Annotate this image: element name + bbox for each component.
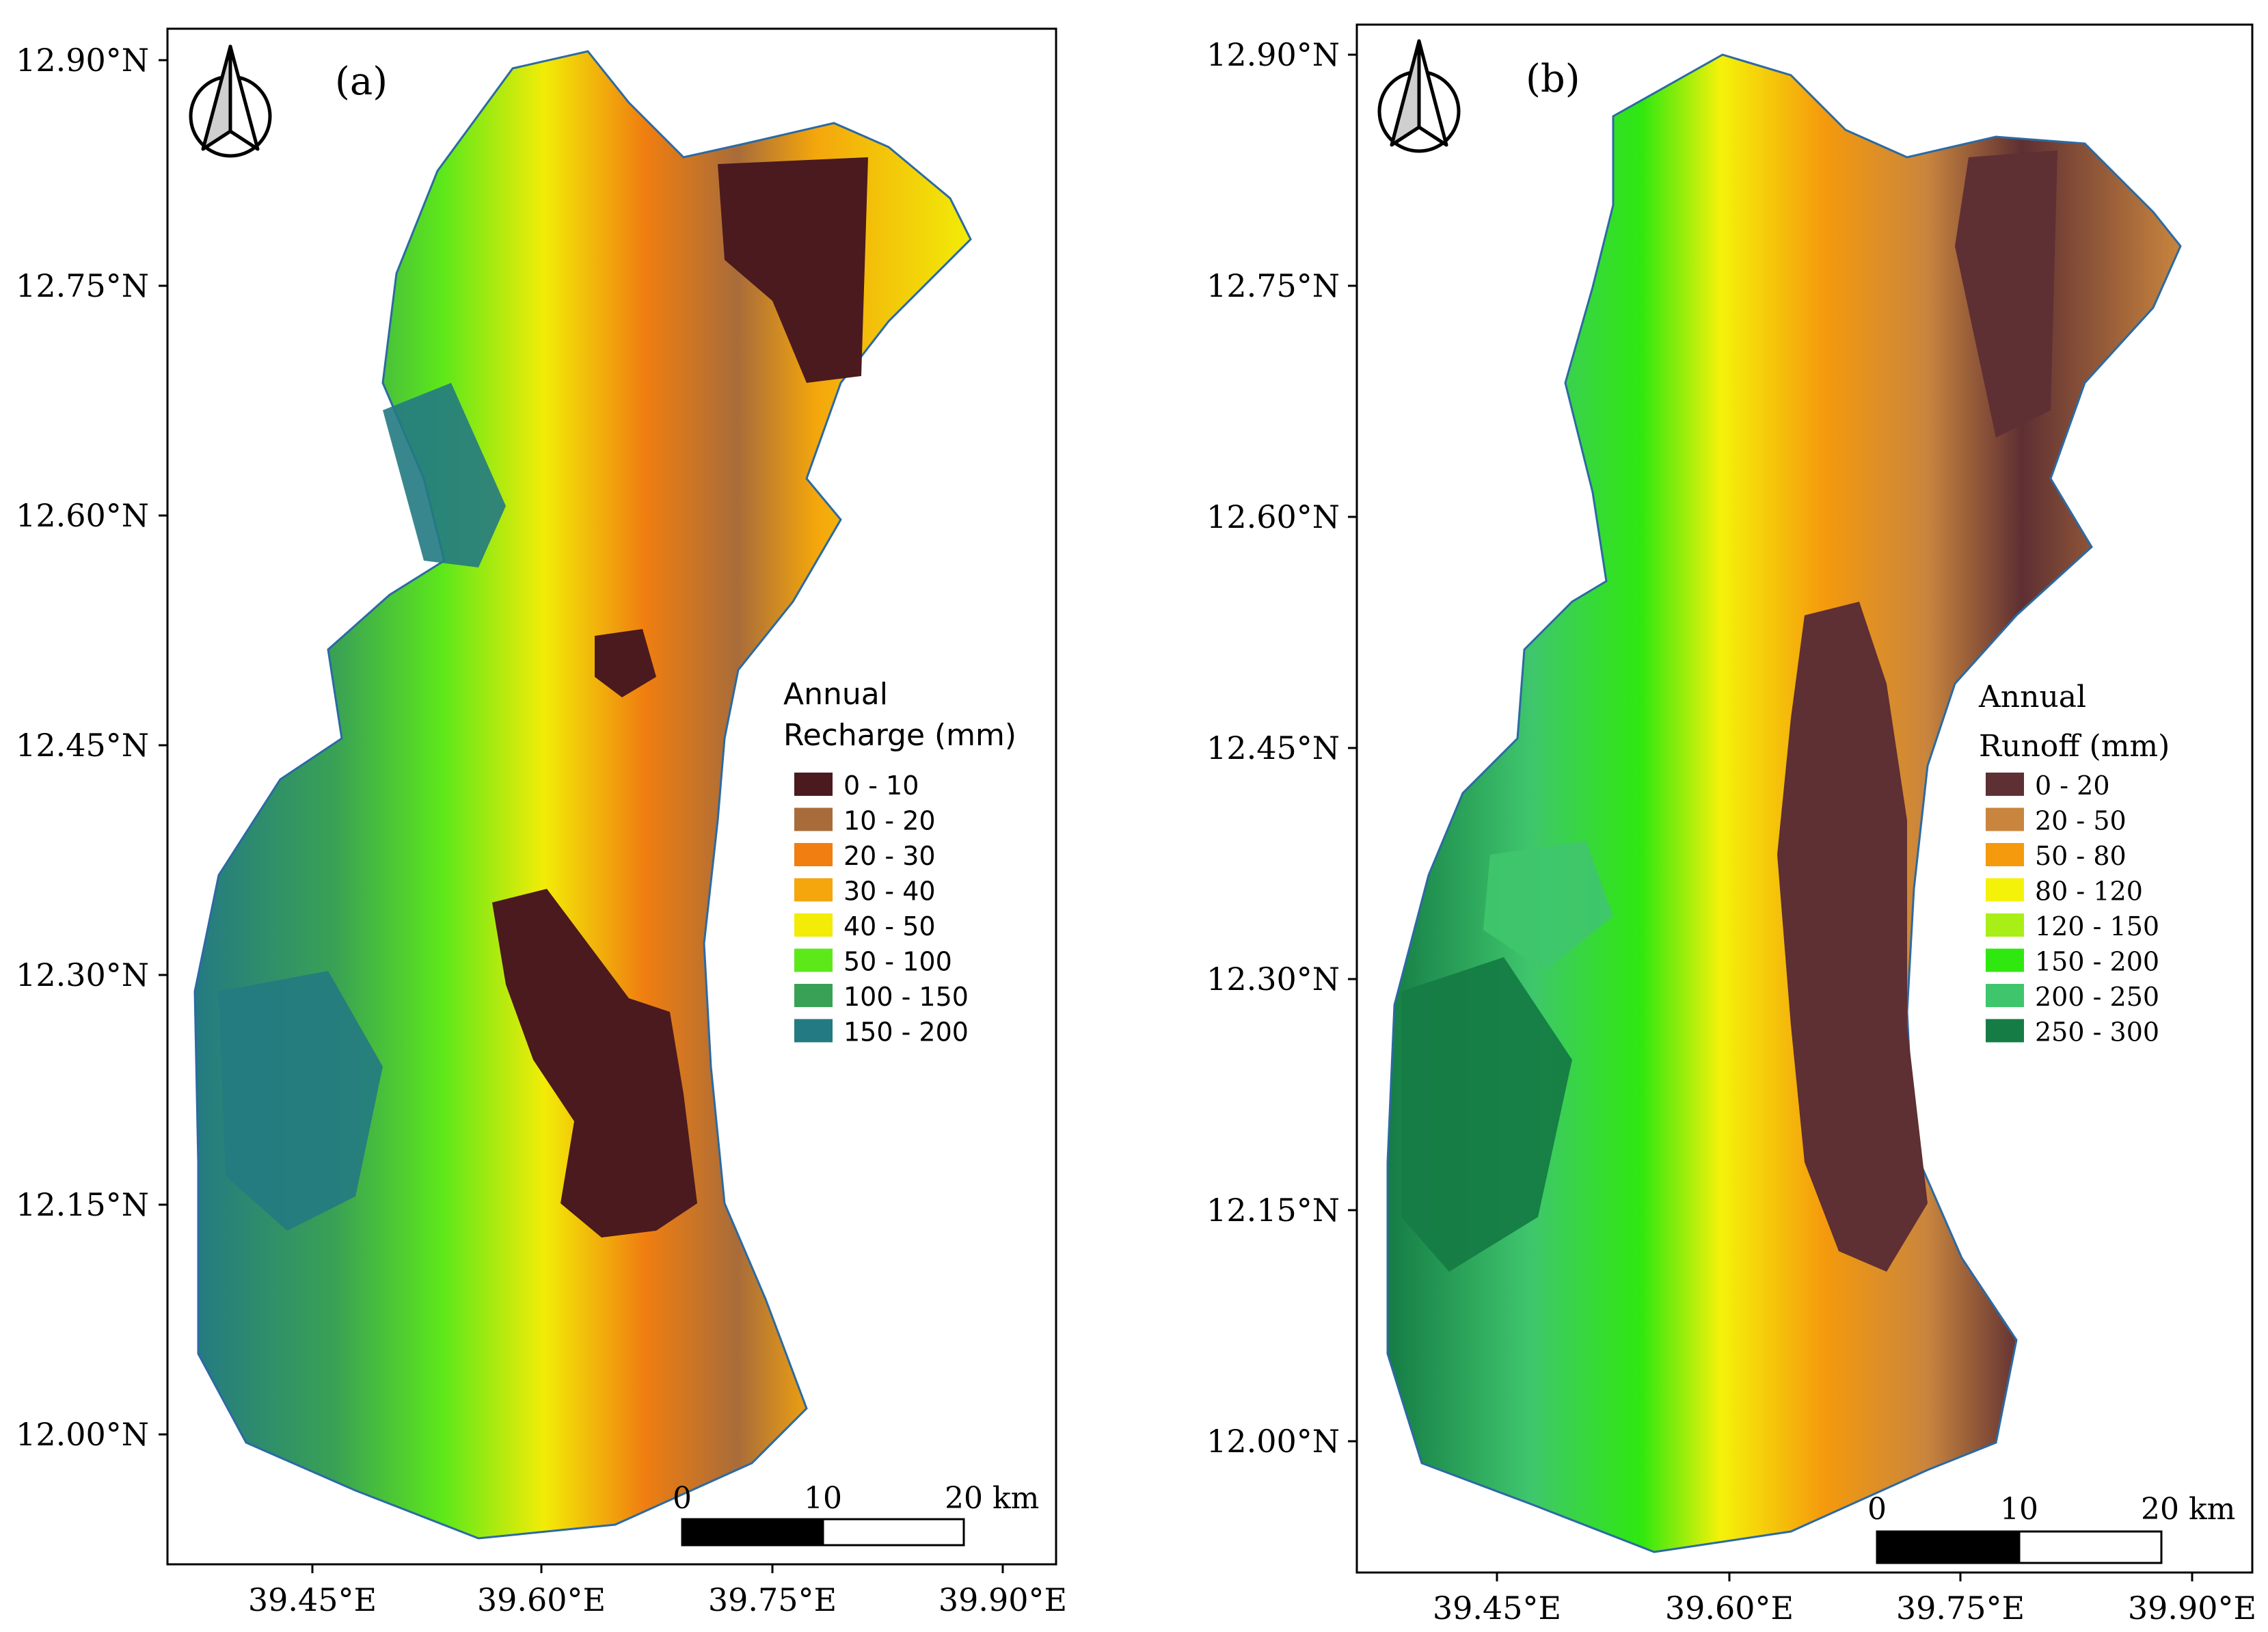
legend-label: 150 - 200: [2035, 947, 2159, 977]
latitude-axis: 12.90°N 12.75°N 12.60°N 12.45°N 12.30°N …: [16, 42, 167, 1453]
high-runoff-zone: [1401, 957, 1572, 1272]
lat-tick-label: 12.75°N: [16, 267, 149, 304]
legend-swatch: [1986, 878, 2024, 902]
lat-tick-label: 12.60°N: [1206, 498, 1340, 535]
legend-swatch: [1986, 807, 2024, 831]
legend-title: Annual: [783, 677, 888, 712]
lat-tick-label: 12.75°N: [1206, 267, 1340, 304]
runoff-map: [1386, 53, 2182, 1553]
legend-items: 0 - 20 20 - 50 50 - 80 80 - 120 120 - 150 150…: [1986, 771, 2159, 1047]
lat-tick-label: 12.60°N: [16, 497, 149, 534]
scale-bar: 0 10 20 km: [673, 1481, 1039, 1547]
low-runoff-zone: [1777, 602, 1928, 1272]
scale-tick-label: 20 km: [945, 1481, 1039, 1516]
low-recharge-zone: [718, 157, 868, 383]
legend: Annual Recharge (mm) 0 - 10 10 - 20 20 - 3…: [783, 677, 1016, 1047]
legend-label: 10 - 20: [843, 806, 936, 836]
lon-tick-label: 39.60°E: [1665, 1590, 1794, 1627]
legend-swatch: [794, 1019, 833, 1043]
scale-tick-label: 10: [2000, 1492, 2038, 1527]
high-recharge-zone: [383, 383, 506, 567]
lat-tick-label: 12.90°N: [1206, 36, 1340, 73]
legend-title: Annual: [1978, 680, 2086, 714]
low-runoff-zone: [1955, 150, 2057, 438]
legend-label: 80 - 120: [2035, 877, 2143, 907]
panel-label: (b): [1526, 57, 1580, 101]
scale-tick-label: 10: [804, 1481, 842, 1516]
recharge-map: [193, 50, 972, 1540]
lat-tick-label: 12.45°N: [1206, 730, 1340, 766]
lat-tick-label: 12.00°N: [1206, 1423, 1340, 1460]
legend-label: 0 - 20: [2035, 771, 2110, 801]
legend-label: 200 - 250: [2035, 982, 2159, 1012]
legend-label: 40 - 50: [843, 911, 936, 941]
lon-tick-label: 39.45°E: [248, 1581, 377, 1618]
legend-items: 0 - 10 10 - 20 20 - 30 30 - 40 40 - 50 50 - 1…: [794, 771, 969, 1047]
lon-tick-label: 39.75°E: [1896, 1590, 2025, 1627]
legend-swatch: [794, 913, 833, 937]
legend-label: 100 - 150: [843, 982, 969, 1012]
north-arrow-icon: [1377, 39, 1461, 153]
legend-swatch: [1986, 1019, 2024, 1043]
panel-b: 12.90°N 12.75°N 12.60°N 12.45°N 12.30°N …: [1206, 23, 2256, 1627]
longitude-axis: 39.45°E 39.60°E 39.75°E 39.90°E: [1433, 1573, 2256, 1627]
legend-label: 120 - 150: [2035, 911, 2159, 941]
scale-tick-label: 0: [1867, 1492, 1887, 1527]
lat-tick-label: 12.15°N: [16, 1186, 149, 1223]
panel-a: 12.90°N 12.75°N 12.60°N 12.45°N 12.30°N …: [16, 27, 1067, 1618]
scale-tick-label: 0: [673, 1481, 692, 1516]
legend-swatch: [794, 843, 833, 866]
legend-swatch: [794, 878, 833, 902]
legend-title: Recharge (mm): [783, 718, 1016, 753]
legend-label: 250 - 300: [2035, 1017, 2159, 1047]
legend-swatch: [794, 773, 833, 796]
legend-label: 0 - 10: [843, 771, 919, 801]
legend: Annual Runoff (mm) 0 - 20 20 - 50 50 - 80 8…: [1978, 680, 2170, 1047]
scale-tick-label: 20 km: [2141, 1492, 2235, 1527]
legend-swatch: [1986, 773, 2024, 796]
high-recharge-zone: [219, 971, 383, 1231]
longitude-axis: 39.45°E 39.60°E 39.75°E 39.90°E: [248, 1564, 1067, 1618]
lon-tick-label: 39.60°E: [477, 1581, 606, 1618]
legend-swatch: [1986, 913, 2024, 937]
low-recharge-zone: [595, 629, 656, 697]
latitude-axis: 12.90°N 12.75°N 12.60°N 12.45°N 12.30°N …: [1206, 36, 1357, 1460]
scale-bar: 0 10 20 km: [1867, 1492, 2235, 1564]
north-arrow-icon: [189, 44, 272, 158]
legend-swatch: [1986, 948, 2024, 972]
legend-label: 30 - 40: [843, 877, 936, 907]
legend-label: 20 - 50: [2035, 806, 2127, 836]
legend-label: 20 - 30: [843, 841, 936, 871]
legend-label: 50 - 80: [2035, 841, 2127, 871]
lat-tick-label: 12.00°N: [16, 1416, 149, 1453]
legend-swatch: [1986, 984, 2024, 1007]
lon-tick-label: 39.90°E: [2128, 1590, 2256, 1627]
lat-tick-label: 12.45°N: [16, 727, 149, 764]
lat-tick-label: 12.15°N: [1206, 1192, 1340, 1229]
high-runoff-zone: [1483, 841, 1613, 971]
legend-swatch: [794, 807, 833, 831]
legend-title: Runoff (mm): [1979, 729, 2170, 764]
watershed-area: [193, 50, 972, 1540]
lat-tick-label: 12.30°N: [1206, 961, 1340, 998]
lat-tick-label: 12.30°N: [16, 957, 149, 993]
low-recharge-zone: [492, 889, 697, 1238]
legend-label: 50 - 100: [843, 947, 952, 977]
lon-tick-label: 39.90°E: [939, 1581, 1067, 1618]
legend-label: 150 - 200: [843, 1017, 969, 1047]
panel-label: (a): [335, 59, 388, 104]
lon-tick-label: 39.45°E: [1433, 1590, 1561, 1627]
legend-swatch: [794, 984, 833, 1007]
legend-swatch: [794, 948, 833, 972]
lon-tick-label: 39.75°E: [708, 1581, 837, 1618]
legend-swatch: [1986, 843, 2024, 866]
lat-tick-label: 12.90°N: [16, 42, 149, 79]
